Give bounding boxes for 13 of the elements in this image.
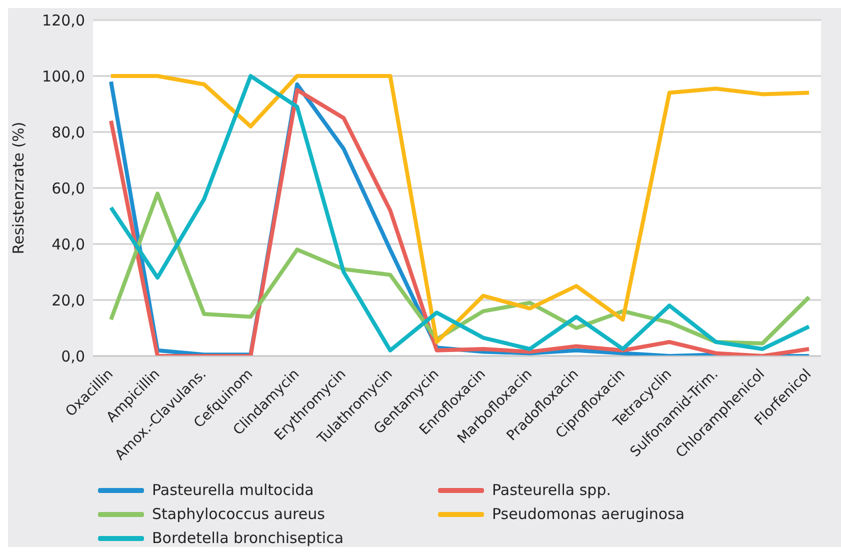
- y-tick-label: 20,0: [52, 291, 85, 310]
- legend-label: Staphylococcus aureus: [152, 505, 325, 523]
- legend-label: Pasteurella spp.: [492, 481, 611, 499]
- y-tick-label: 40,0: [52, 235, 85, 254]
- y-tick-label: 0,0: [61, 347, 85, 366]
- legend-label: Pseudomonas aeruginosa: [492, 505, 685, 523]
- legend-label: Bordetella bronchiseptica: [152, 529, 344, 547]
- legend-label: Pasteurella multocida: [152, 481, 314, 499]
- y-tick-label: 100,0: [42, 67, 85, 86]
- y-tick-label: 120,0: [42, 11, 85, 30]
- y-axis-title: Resistenzrate (%): [9, 122, 28, 254]
- y-tick-label: 80,0: [52, 123, 85, 142]
- y-tick-label: 60,0: [52, 179, 85, 198]
